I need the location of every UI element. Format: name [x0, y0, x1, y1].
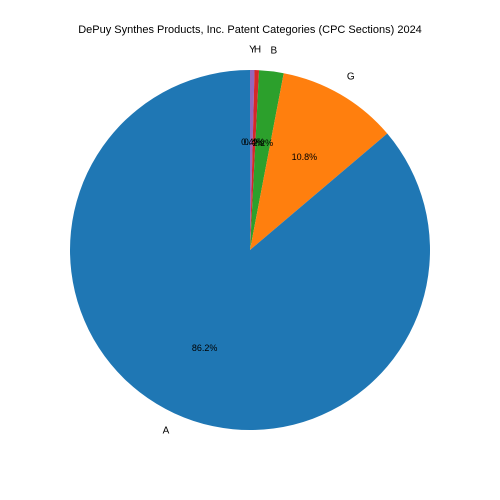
slice-label-B: B [270, 46, 277, 57]
slice-pct-G: 10.8% [292, 152, 318, 162]
slice-pct-A: 86.2% [192, 343, 218, 353]
slice-label-H: H [254, 45, 261, 56]
pie-chart: Y0.4%H0.4%B2.2%G10.8%A86.2% [50, 50, 450, 450]
slice-label-A: A [163, 426, 170, 437]
chart-title: DePuy Synthes Products, Inc. Patent Cate… [0, 24, 500, 36]
slice-pct-B: 2.2% [253, 138, 274, 148]
slice-label-G: G [347, 72, 355, 83]
